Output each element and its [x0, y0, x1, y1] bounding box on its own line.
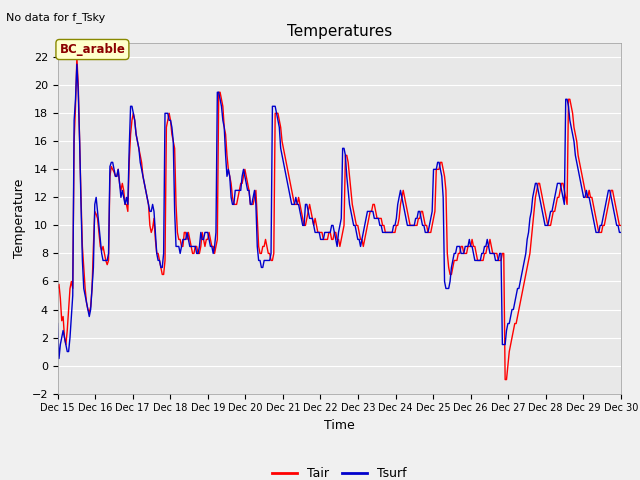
Legend: Tair, Tsurf: Tair, Tsurf [267, 462, 412, 480]
Text: No data for f_Tsky: No data for f_Tsky [6, 12, 106, 23]
Title: Temperatures: Temperatures [287, 24, 392, 39]
Text: BC_arable: BC_arable [60, 43, 125, 56]
Y-axis label: Temperature: Temperature [13, 179, 26, 258]
X-axis label: Time: Time [324, 419, 355, 432]
